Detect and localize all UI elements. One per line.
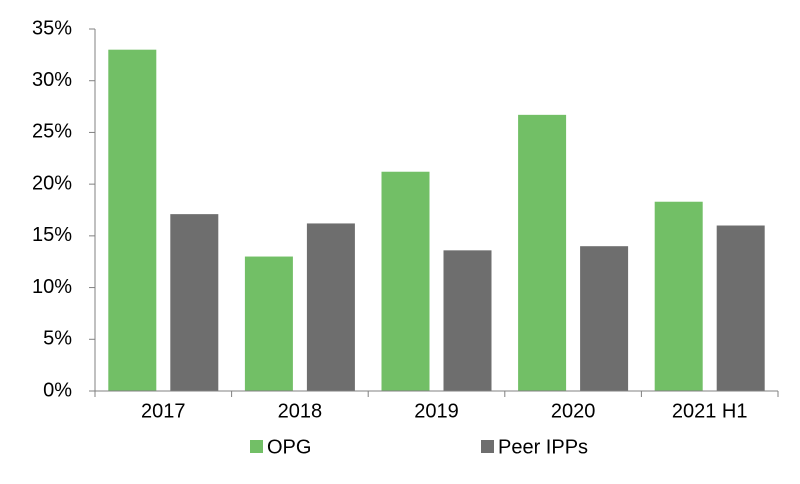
x-tick-label: 2018 <box>278 400 323 422</box>
x-tick-label: 2020 <box>551 400 596 422</box>
bar <box>381 171 430 391</box>
y-tick-label: 15% <box>32 224 72 246</box>
bar <box>306 223 355 391</box>
y-tick-label: 25% <box>32 121 72 143</box>
bar <box>580 246 629 391</box>
x-tick-label: 2017 <box>141 400 186 422</box>
legend-swatch <box>481 440 494 453</box>
legend-swatch <box>250 440 263 453</box>
bar <box>716 225 765 391</box>
x-tick-label: 2019 <box>414 400 459 422</box>
x-tick-label: 2021 H1 <box>672 400 748 422</box>
y-tick-label: 10% <box>32 276 72 298</box>
bar <box>170 214 219 391</box>
bar <box>244 256 293 391</box>
bar <box>654 201 703 391</box>
bar <box>518 114 567 392</box>
legend-label: Peer IPPs <box>498 436 588 458</box>
y-tick-label: 30% <box>32 69 72 91</box>
bar <box>443 250 492 391</box>
legend-label: OPG <box>267 436 311 458</box>
y-tick-label: 20% <box>32 172 72 194</box>
y-tick-label: 35% <box>32 17 72 39</box>
bar <box>108 49 157 391</box>
y-tick-label: 5% <box>43 328 72 350</box>
y-tick-label: 0% <box>43 379 72 401</box>
